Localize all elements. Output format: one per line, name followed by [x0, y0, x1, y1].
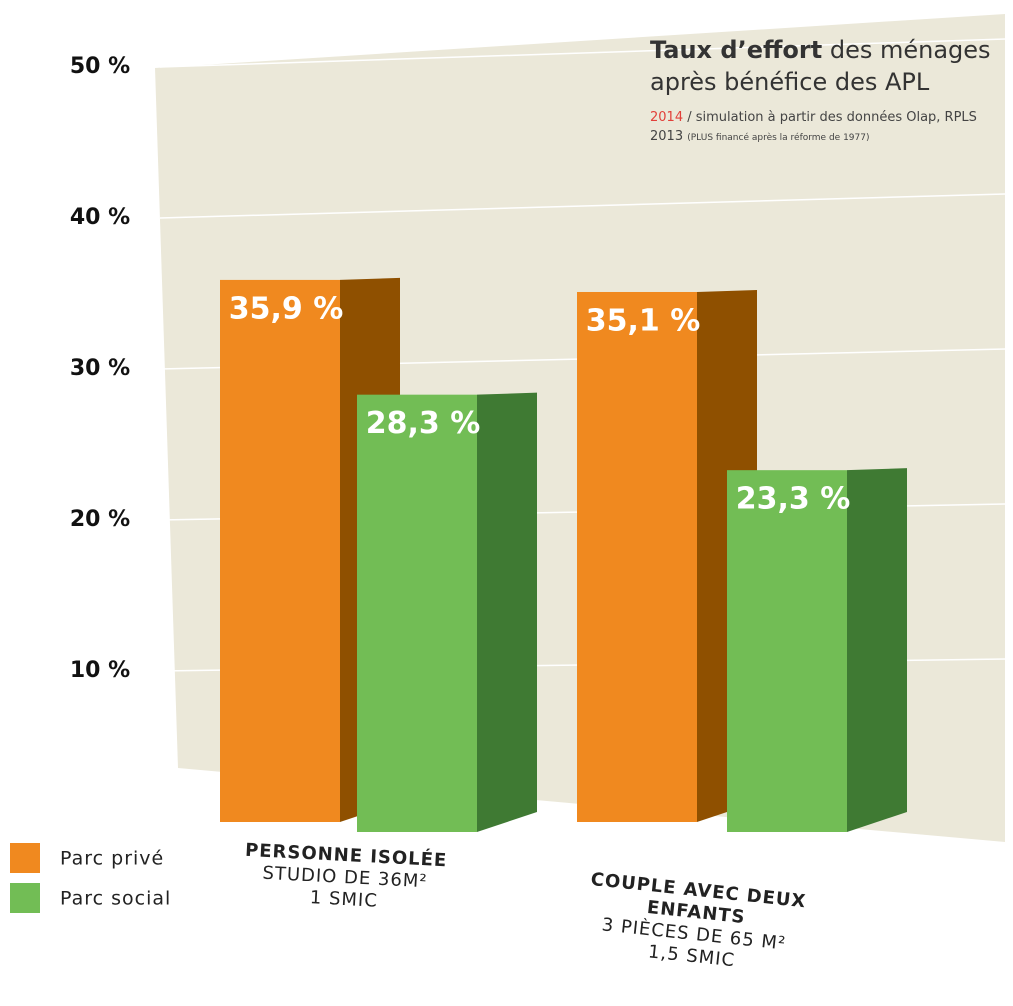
grid-line [159, 193, 1006, 219]
value-label: 28,3 % [366, 406, 481, 441]
value-label: 35,1 % [586, 303, 701, 338]
legend-swatch [10, 883, 40, 913]
y-tick-label: 10 % [70, 658, 130, 683]
title: Taux d’effort des ménages après bénéfice… [650, 34, 1000, 98]
bar [220, 279, 340, 822]
source-text: / simulation à partir des données Olap, … [650, 110, 977, 144]
legend-label: Parc privé [60, 848, 164, 870]
y-tick-label: 40 % [70, 205, 130, 230]
value-label: 35,9 % [229, 291, 344, 326]
grid-line [159, 38, 1006, 68]
y-tick-label: 30 % [70, 356, 130, 381]
bar [357, 394, 477, 832]
bar [577, 291, 697, 822]
bar-side [847, 468, 907, 832]
source-year: 2014 [650, 110, 684, 125]
title-rest: des ménages après bénéfice des APL [650, 36, 991, 96]
bar-side [477, 392, 537, 832]
source-note: (PLUS financé après la réforme de 1977) [687, 133, 870, 143]
legend-swatch [10, 843, 40, 873]
source: 2014 / simulation à partir des données O… [650, 108, 1000, 148]
y-tick-label: 20 % [70, 507, 130, 532]
legend-label: Parc social [60, 888, 171, 910]
bar [727, 470, 847, 832]
y-tick-label: 50 % [70, 54, 130, 79]
title-bold: Taux d’effort [650, 36, 823, 64]
value-label: 23,3 % [736, 482, 851, 517]
category: PERSONNE ISOLÉE STUDIO DE 36M² 1 SMIC [223, 839, 466, 917]
